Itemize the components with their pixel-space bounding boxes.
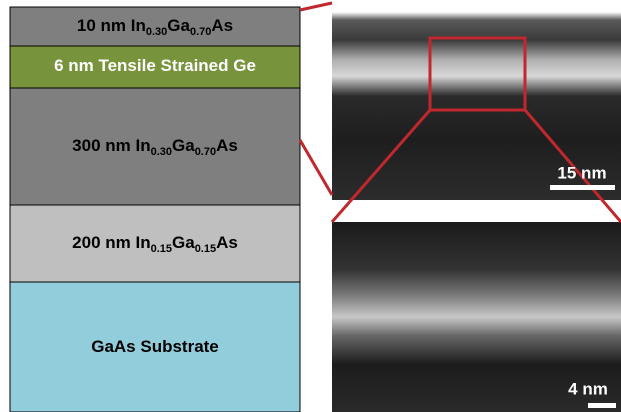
scale-label: 4 nm — [568, 379, 608, 398]
label-part: Ga — [172, 233, 195, 252]
subscript: 0.30 — [146, 26, 167, 38]
layer-label: GaAs Substrate — [91, 337, 219, 356]
layer — [9, 6, 301, 47]
subscript: 0.30 — [151, 146, 172, 158]
subscript: 0.70 — [195, 146, 216, 158]
zoom-box — [428, 36, 527, 112]
label-part: As — [216, 233, 238, 252]
layer — [9, 45, 301, 89]
label-part: 10 nm In — [77, 16, 146, 35]
layer-label: 10 nm In0.30Ga0.70As — [77, 16, 233, 37]
label-part: Ga — [172, 136, 195, 155]
subscript: 0.15 — [195, 243, 216, 255]
scale-label: 15 nm — [557, 163, 606, 182]
label-part: As — [216, 136, 238, 155]
label-part: GaAs Substrate — [91, 337, 219, 356]
connector-lines — [298, 1, 621, 223]
layer — [9, 87, 301, 206]
label-part: 200 nm In — [72, 233, 150, 252]
label-part: Ga — [167, 16, 190, 35]
scale-bar — [550, 185, 615, 190]
label-part: 6 nm Tensile Strained Ge — [54, 56, 256, 75]
label-part: 300 nm In — [72, 136, 150, 155]
tem-image — [332, 222, 621, 412]
layer-label: 300 nm In0.30Ga0.70As — [72, 136, 238, 157]
subscript: 0.15 — [151, 243, 172, 255]
subscript: 0.70 — [190, 26, 211, 38]
scale-bar — [588, 403, 616, 408]
layer — [9, 281, 301, 412]
layer-label: 200 nm In0.15Ga0.15As — [72, 233, 238, 254]
layer-label: 6 nm Tensile Strained Ge — [54, 56, 256, 75]
layer — [9, 204, 301, 283]
label-part: As — [211, 16, 233, 35]
